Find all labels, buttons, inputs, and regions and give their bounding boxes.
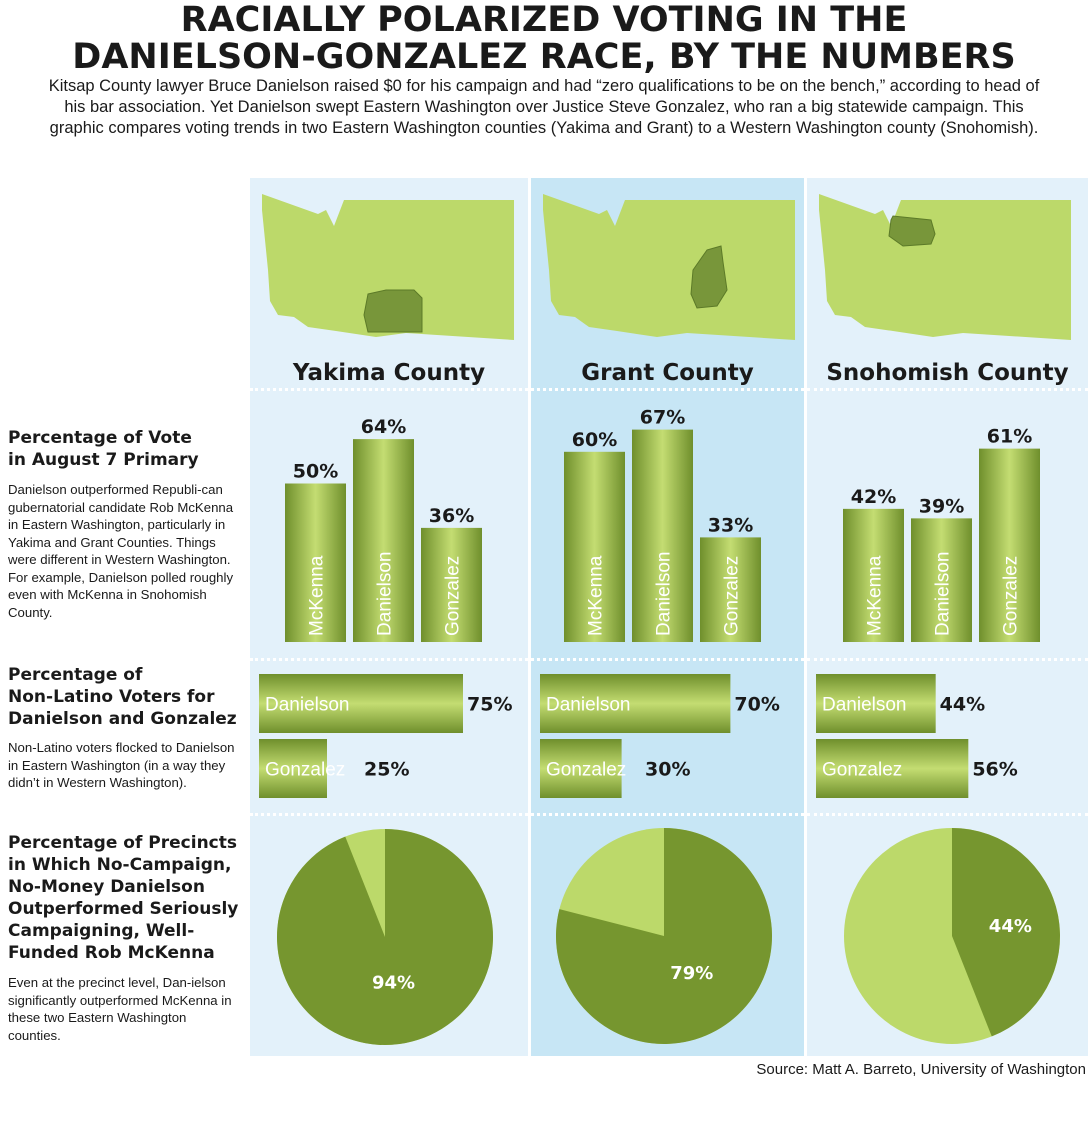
washington-map-grant-icon bbox=[543, 194, 795, 340]
primary-bar bbox=[632, 429, 693, 642]
nonlatino-heading-line: Non-Latino Voters for bbox=[8, 687, 215, 707]
primary-category-label: Danielson bbox=[654, 552, 675, 637]
nonlatino-bar bbox=[259, 739, 327, 798]
primary-bar bbox=[421, 527, 482, 642]
primary-value-label: 36% bbox=[429, 505, 474, 527]
divider bbox=[807, 388, 1088, 391]
primary-category-label: Gonzalez bbox=[1001, 556, 1022, 636]
nonlatino-value-label: 30% bbox=[645, 759, 690, 781]
precincts-heading: Percentage of Precincts in Which No-Camp… bbox=[8, 832, 243, 964]
primary-category-label: Danielson bbox=[933, 552, 954, 637]
nonlatino-category-label: Danielson bbox=[265, 695, 350, 716]
divider bbox=[250, 658, 528, 661]
pie-value-label: 94% bbox=[372, 973, 415, 994]
nonlatino-category-label: Gonzalez bbox=[822, 760, 902, 781]
divider bbox=[531, 388, 804, 391]
primary-category-label: Gonzalez bbox=[443, 556, 464, 636]
precincts-heading-line: Campaigning, Well- bbox=[8, 921, 195, 941]
pie-slice-danielson bbox=[276, 829, 493, 1046]
nonlatino-body: Non-Latino voters flocked to Danielson i… bbox=[8, 740, 235, 790]
nonlatino-bar bbox=[540, 674, 731, 733]
primary-category-label: Gonzalez bbox=[722, 556, 743, 636]
nonlatino-category-label: Gonzalez bbox=[546, 760, 626, 781]
pie-slice-danielson bbox=[952, 827, 1060, 1037]
source-credit: Source: Matt A. Barreto, University of W… bbox=[756, 1061, 1086, 1078]
title-line-1: RACIALLY POLARIZED VOTING IN THE bbox=[180, 0, 908, 40]
divider bbox=[807, 658, 1088, 661]
primary-bar bbox=[700, 537, 761, 642]
nonlatino-heading: Percentage of Non-Latino Voters for Dani… bbox=[8, 664, 243, 730]
precincts-heading-line: in Which No-Campaign, bbox=[8, 855, 232, 875]
nonlatino-category-label: Danielson bbox=[546, 695, 631, 716]
primary-category-label: Danielson bbox=[375, 552, 396, 637]
washington-map-yakima-icon bbox=[262, 194, 514, 340]
nonlatino-category-label: Danielson bbox=[822, 695, 907, 716]
precincts-body: Even at the precinct level, Dan-ielson s… bbox=[8, 975, 232, 1043]
washington-map-snohomish-icon bbox=[819, 194, 1071, 340]
pie-slice-danielson bbox=[556, 828, 772, 1044]
nonlatino-bar bbox=[816, 674, 936, 733]
title-line-2: DANIELSON-GONZALEZ RACE, BY THE NUMBERS bbox=[72, 37, 1016, 77]
primary-value-label: 39% bbox=[919, 495, 964, 517]
divider bbox=[807, 813, 1088, 816]
precincts-heading-line: Funded Rob McKenna bbox=[8, 943, 215, 963]
divider bbox=[250, 388, 528, 391]
nonlatino-heading-line: Percentage of bbox=[8, 665, 143, 685]
primary-body: Danielson outperformed Republi-can guber… bbox=[8, 482, 234, 620]
primary-value-label: 67% bbox=[640, 407, 685, 429]
nonlatino-heading-line: Danielson and Gonzalez bbox=[8, 709, 237, 729]
nonlatino-bar bbox=[540, 739, 622, 798]
nonlatino-bar bbox=[816, 739, 969, 798]
precincts-heading-line: Percentage of Precincts bbox=[8, 833, 237, 853]
nonlatino-value-label: 44% bbox=[940, 694, 985, 716]
nonlatino-category-label: Gonzalez bbox=[265, 760, 345, 781]
primary-value-label: 61% bbox=[987, 426, 1032, 448]
primary-value-label: 42% bbox=[851, 486, 896, 508]
precincts-heading-line: Outperformed Seriously bbox=[8, 899, 239, 919]
nonlatino-value-label: 25% bbox=[364, 759, 409, 781]
column-divider bbox=[804, 178, 807, 1056]
county-title-yakima: Yakima County bbox=[292, 360, 486, 386]
divider bbox=[531, 658, 804, 661]
column-divider bbox=[528, 178, 531, 1056]
divider bbox=[250, 813, 528, 816]
county-title-snohomish: Snohomish County bbox=[826, 360, 1069, 386]
nonlatino-value-label: 75% bbox=[467, 694, 512, 716]
precincts-heading-line: No-Money Danielson bbox=[8, 877, 205, 897]
pie-value-label: 44% bbox=[989, 916, 1032, 937]
primary-value-label: 50% bbox=[293, 461, 338, 483]
primary-bar bbox=[564, 451, 625, 642]
primary-bar bbox=[285, 483, 346, 642]
primary-category-label: McKenna bbox=[865, 555, 886, 636]
primary-value-label: 33% bbox=[708, 514, 753, 536]
primary-category-label: McKenna bbox=[307, 555, 328, 636]
primary-heading-line: in August 7 Primary bbox=[8, 450, 199, 470]
primary-category-label: McKenna bbox=[586, 555, 607, 636]
nonlatino-bar bbox=[259, 674, 463, 733]
primary-bar bbox=[979, 448, 1040, 642]
nonlatino-value-label: 56% bbox=[972, 759, 1017, 781]
intro-text: Kitsap County lawyer Bruce Danielson rai… bbox=[48, 77, 1040, 137]
divider bbox=[531, 813, 804, 816]
county-title-grant: Grant County bbox=[581, 360, 754, 386]
primary-heading-line: Percentage of Vote bbox=[8, 428, 192, 448]
pie-value-label: 79% bbox=[670, 963, 713, 984]
primary-value-label: 60% bbox=[572, 429, 617, 451]
primary-bar bbox=[843, 508, 904, 642]
nonlatino-value-label: 70% bbox=[734, 694, 779, 716]
primary-bar bbox=[911, 518, 972, 642]
primary-heading: Percentage of Vote in August 7 Primary bbox=[8, 427, 243, 471]
primary-bar bbox=[353, 439, 414, 642]
primary-value-label: 64% bbox=[361, 416, 406, 438]
page-title: RACIALLY POLARIZED VOTING IN THE DANIELS… bbox=[0, 2, 1088, 76]
